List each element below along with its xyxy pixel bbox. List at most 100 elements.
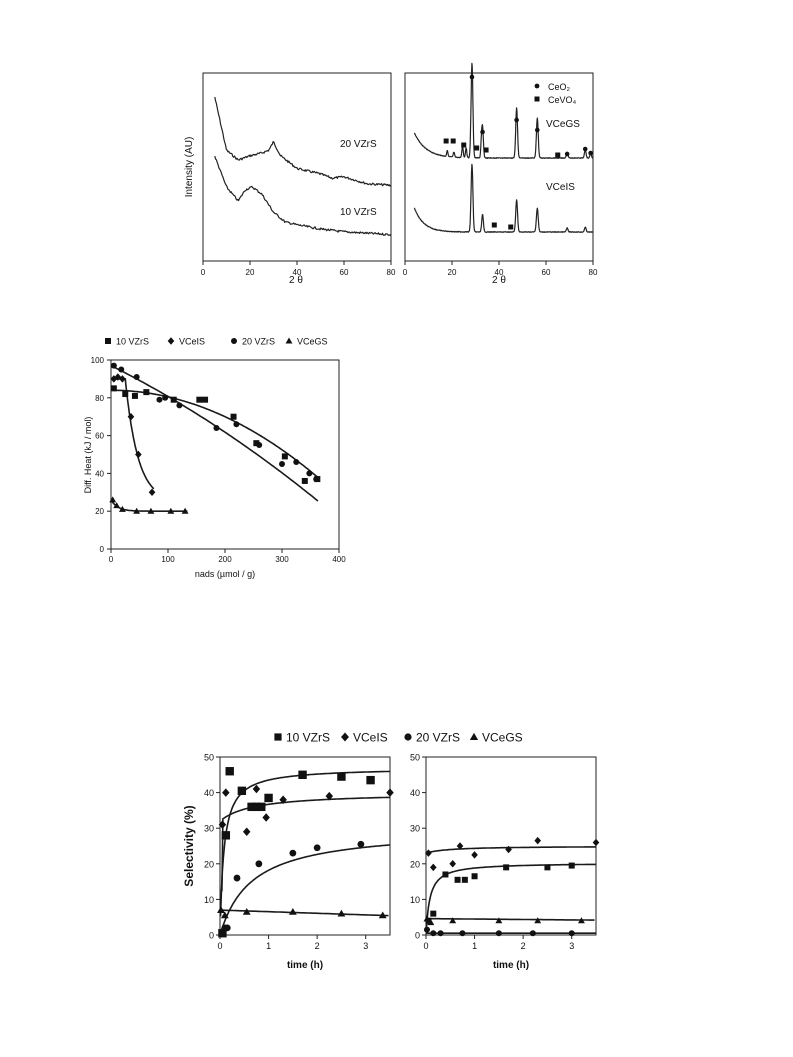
sel-y-tick-label: 20 bbox=[204, 859, 214, 869]
selectivity-panel: 10 VZrS VCeIS 20 VZrS VCeGS 0 1 2 301020304050… bbox=[182, 731, 600, 971]
sel-y-tick-label: 0 bbox=[415, 931, 420, 941]
sel-right-point-20-vzrs bbox=[495, 930, 502, 937]
x-tick-label: 20 bbox=[246, 268, 255, 277]
sel-right-fit-vceis bbox=[426, 846, 596, 854]
x-tick-label: 20 bbox=[448, 268, 457, 277]
ceo2-peak-marker bbox=[564, 151, 570, 157]
heat-data-points bbox=[109, 362, 321, 514]
sel-legend-marker-10-vzrs bbox=[274, 733, 282, 741]
heat-point-10-vzrs bbox=[122, 391, 129, 398]
sel-left-point-10-vzrs bbox=[221, 831, 231, 840]
heat-point-vcegs bbox=[167, 507, 175, 514]
sel-left-point-vceis bbox=[279, 795, 287, 804]
heat-y-tick-label: 100 bbox=[91, 356, 105, 365]
legend-cevo4-label: CeVO₄ bbox=[548, 95, 577, 105]
heat-point-vceis bbox=[148, 488, 156, 497]
heat-point-20-vzrs bbox=[313, 476, 320, 483]
heat-point-10-vzrs bbox=[170, 396, 177, 403]
ceo2-peak-marker bbox=[480, 129, 485, 135]
heat-point-10-vzrs bbox=[230, 413, 237, 420]
heat-fit-curves bbox=[111, 365, 320, 512]
sel-right-point-vceis bbox=[425, 849, 432, 857]
sel-left-point-10-vzrs bbox=[298, 770, 307, 779]
sel-x-tick-label: 0 bbox=[217, 941, 222, 951]
sel-left-point-vcegs bbox=[288, 907, 297, 915]
xrd-right-x-axis-title: 2 θ bbox=[492, 275, 506, 286]
sel-y-tick-label: 0 bbox=[209, 931, 214, 941]
sel-right-point-10-vzrs bbox=[568, 862, 575, 869]
legend-ceo2-label: CeO₂ bbox=[548, 82, 571, 92]
heat-point-vcegs bbox=[147, 507, 155, 514]
heat-point-20-vzrs bbox=[213, 425, 220, 432]
sel-legend-label-vceis: VCeIS bbox=[353, 731, 388, 745]
heat-point-10-vzrs bbox=[131, 392, 138, 399]
sel-left-point-vceis bbox=[386, 788, 394, 797]
xrd-left-curve-20vzrs bbox=[214, 96, 392, 187]
heat-legend-label-10-vzrs: 10 VZrS bbox=[116, 337, 149, 347]
ceo2-peak-marker bbox=[588, 150, 593, 156]
selectivity-y-axis-title: Selectivity (%) bbox=[182, 805, 196, 886]
sel-left-point-vceis bbox=[252, 784, 261, 794]
sel-y-tick-label: 50 bbox=[204, 753, 214, 763]
sel-x-tick-label: 2 bbox=[521, 941, 526, 951]
sel-left-point-10-vzrs bbox=[218, 929, 227, 938]
sel-right-point-20-vzrs bbox=[529, 930, 536, 937]
heat-point-20-vzrs bbox=[156, 396, 163, 403]
sel-left-point-vcegs bbox=[378, 911, 387, 919]
sel-x-tick-label: 2 bbox=[315, 941, 320, 951]
sel-legend-marker-vceis bbox=[341, 732, 349, 742]
sel-right-point-vcegs bbox=[427, 919, 435, 926]
heat-point-vceis bbox=[135, 450, 142, 459]
sel-right-point-20-vzrs bbox=[423, 926, 430, 933]
sel-left-point-10-vzrs bbox=[337, 772, 346, 781]
sel-left-point-vceis bbox=[242, 827, 251, 837]
xrd-right-label-bottom: VCeIS bbox=[546, 182, 575, 193]
sel-right-point-vcegs bbox=[449, 917, 457, 924]
sel-right-point-20-vzrs bbox=[430, 930, 437, 937]
heat-point-10-vzrs bbox=[253, 440, 260, 447]
heat-y-tick-label: 20 bbox=[95, 507, 104, 516]
heat-x-tick-label: 0 bbox=[109, 555, 114, 564]
x-tick-label: 40 bbox=[293, 268, 302, 277]
heat-legend-marker-20-vzrs bbox=[231, 338, 237, 344]
heat-point-vceis bbox=[119, 375, 126, 383]
heat-x-tick-label: 300 bbox=[275, 555, 289, 564]
selectivity-right-frame bbox=[425, 756, 597, 936]
sel-right-point-10-vzrs bbox=[454, 876, 461, 883]
sel-right-point-vcegs bbox=[495, 917, 503, 924]
xrd-right-x-ticks: 0 20 40 60 80 bbox=[403, 261, 598, 277]
x-tick-label: 0 bbox=[403, 268, 408, 277]
selectivity-left-frame bbox=[219, 756, 391, 936]
heat-point-vceis bbox=[127, 412, 135, 421]
xrd-left-x-ticks: 0 20 40 60 80 bbox=[201, 261, 396, 277]
xrd-left-curve-10vzrs bbox=[214, 155, 392, 236]
heat-point-10-vzrs bbox=[202, 396, 209, 403]
sel-legend-label-10-vzrs: 10 VZrS bbox=[286, 731, 330, 745]
sel-left-point-10-vzrs bbox=[247, 802, 256, 812]
sel-right-point-10-vzrs bbox=[442, 871, 449, 878]
x-tick-label: 80 bbox=[589, 268, 598, 277]
selectivity-data-points bbox=[217, 767, 600, 938]
cevo4-peak-marker bbox=[461, 142, 467, 148]
sel-left-point-10-vzrs bbox=[264, 793, 273, 803]
sel-left-fit-20vzrs bbox=[220, 844, 391, 933]
sel-left-point-vceis bbox=[325, 791, 334, 801]
sel-left-point-20-vzrs bbox=[255, 860, 263, 868]
sel-left-point-vcegs bbox=[220, 911, 229, 919]
x-tick-label: 60 bbox=[542, 268, 551, 277]
selectivity-legend: 10 VZrS VCeIS 20 VZrS VCeGS bbox=[274, 731, 523, 745]
heat-y-tick-label: 40 bbox=[95, 469, 104, 478]
heat-point-vcegs bbox=[181, 507, 189, 514]
sel-right-point-10-vzrs bbox=[471, 873, 478, 880]
xrd-right-label-top: VCeGS bbox=[546, 119, 580, 130]
x-tick-label: 80 bbox=[387, 268, 396, 277]
sel-left-point-10-vzrs bbox=[257, 802, 266, 812]
sel-x-tick-label: 1 bbox=[266, 941, 271, 951]
sel-right-point-vceis bbox=[449, 860, 457, 868]
xrd-left-label-top: 20 VZrS bbox=[340, 139, 377, 150]
sel-y-tick-label: 10 bbox=[204, 895, 214, 905]
heat-point-10-vzrs bbox=[143, 389, 150, 396]
cevo4-peak-marker bbox=[474, 145, 480, 151]
selectivity-fit-curves bbox=[219, 770, 596, 934]
sel-left-point-20-vzrs bbox=[223, 924, 231, 932]
